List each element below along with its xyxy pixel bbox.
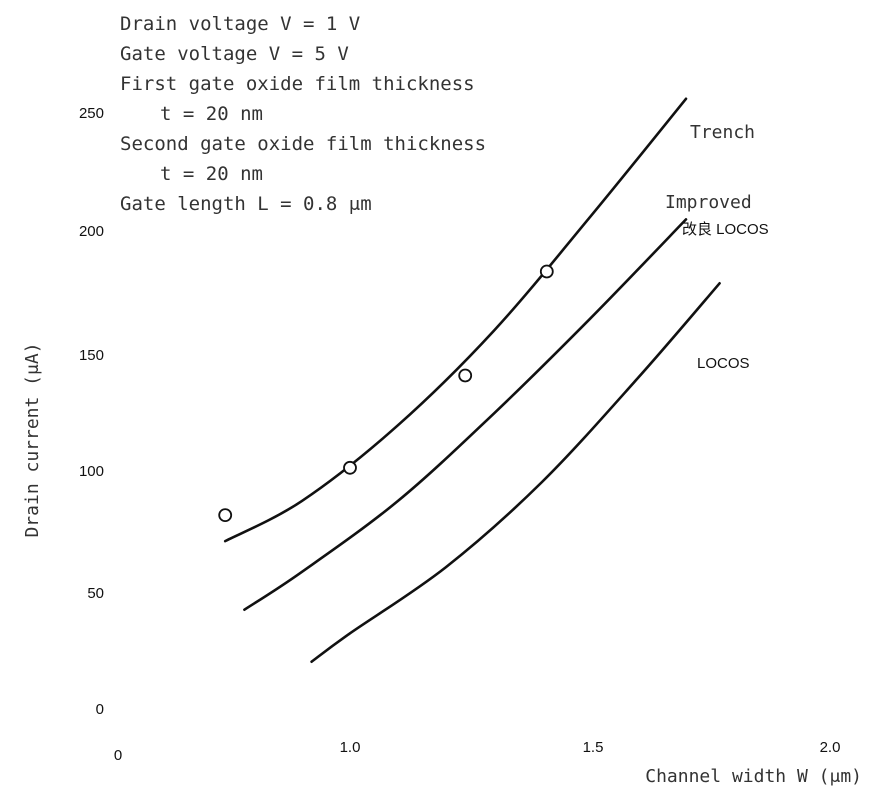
measured-point-1: [343, 460, 357, 475]
measured-points: [218, 264, 554, 522]
measured-point-0: [218, 508, 233, 522]
annotation-line-1: Gate voltage V = 5 V: [120, 43, 349, 65]
annotation-line-6: Gate length L = 0.8 μm: [120, 193, 372, 215]
annotation-line-4: Second gate oxide film thickness: [120, 133, 486, 155]
series-label-improved-line1: Improved: [665, 192, 752, 213]
series-label-improved: Improved 改良 LOCOS: [665, 192, 769, 238]
y-tick-label-0: 0: [96, 701, 104, 718]
annotation-line-2: First gate oxide film thickness: [120, 73, 475, 95]
series-curves: [223, 97, 721, 663]
x-axis-title: Channel width W (μm): [645, 766, 862, 787]
annotation-line-5: t = 20 nm: [160, 163, 263, 185]
series-label-locos: LOCOS: [697, 355, 750, 372]
series-label-trench: Trench: [690, 122, 755, 143]
x-tick-label-0: 0: [114, 747, 122, 764]
y-tick-label-150: 150: [79, 347, 104, 364]
x-tick-label-1-5: 1.5: [583, 739, 604, 756]
y-tick-label-250: 250: [79, 105, 104, 122]
x-tick-label-2-0: 2.0: [820, 739, 841, 756]
series-label-improved-line2: 改良 LOCOS: [682, 221, 769, 238]
y-tick-label-100: 100: [79, 463, 104, 480]
y-axis-title: Drain current (μA): [22, 342, 43, 537]
measured-point-2: [458, 368, 473, 383]
y-tick-label-50: 50: [87, 585, 104, 602]
series-line-2: [310, 282, 721, 663]
annotation-block: Drain voltage V = 1 V Gate voltage V = 5…: [120, 13, 486, 215]
x-tick-label-1-0: 1.0: [340, 739, 361, 756]
x-tick-labels: 0 1.0 1.5 2.0: [114, 739, 841, 764]
series-line-1: [243, 218, 688, 611]
y-tick-label-200: 200: [79, 223, 104, 240]
annotation-line-0: Drain voltage V = 1 V: [120, 13, 360, 35]
y-tick-labels: 0 50 100 150 200 250: [79, 105, 104, 718]
annotation-line-3: t = 20 nm: [160, 103, 263, 125]
series-line-0: [223, 97, 688, 543]
measured-point-3: [539, 264, 554, 279]
